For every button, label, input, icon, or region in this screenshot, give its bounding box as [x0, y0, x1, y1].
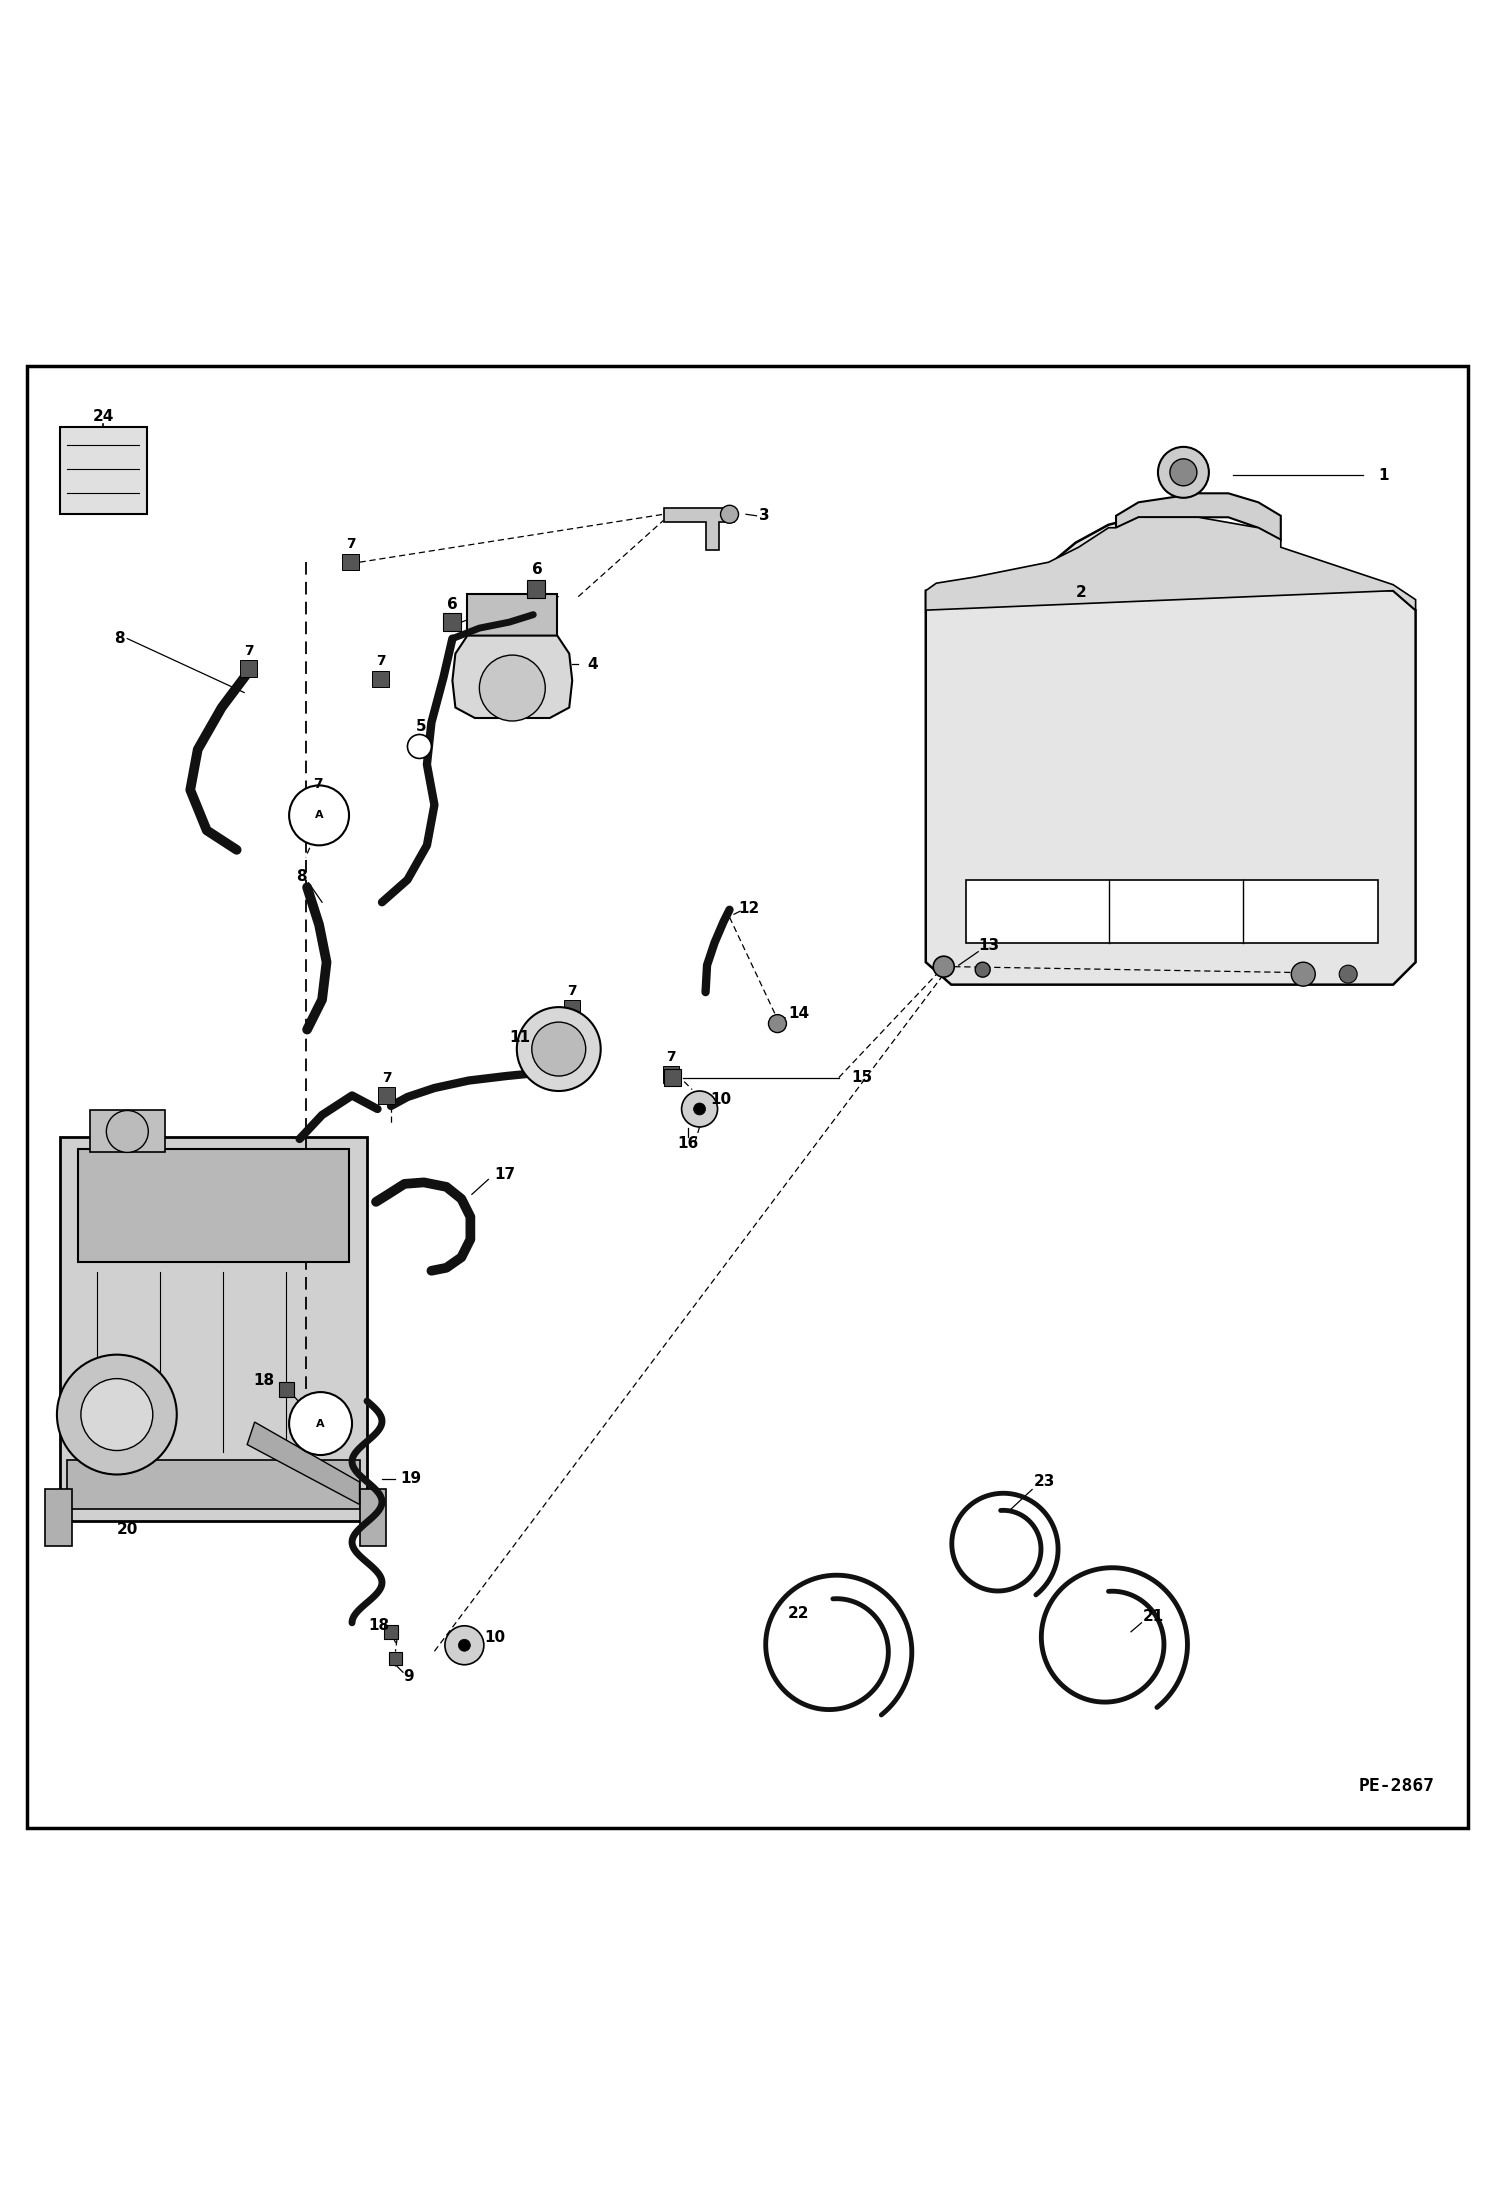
Polygon shape [926, 518, 1416, 610]
Text: 7: 7 [568, 983, 577, 998]
Text: 10: 10 [710, 1093, 731, 1108]
Polygon shape [1116, 494, 1281, 540]
Circle shape [81, 1378, 153, 1450]
Bar [662, 1066, 680, 1084]
Bar [309, 794, 327, 810]
Bar [377, 1088, 395, 1104]
Circle shape [517, 1007, 601, 1090]
Circle shape [1291, 963, 1315, 985]
Text: 7: 7 [244, 643, 253, 658]
Text: 12: 12 [739, 902, 759, 915]
Bar [60, 1136, 367, 1520]
Circle shape [445, 1626, 484, 1665]
Polygon shape [452, 636, 572, 717]
Text: 23: 23 [1034, 1474, 1055, 1490]
Text: PE-2867: PE-2867 [1359, 1777, 1435, 1795]
Circle shape [407, 735, 431, 759]
Bar [389, 1652, 401, 1665]
Bar [45, 1490, 72, 1547]
Circle shape [479, 656, 545, 722]
Bar [78, 1150, 349, 1262]
Bar [372, 671, 389, 687]
Polygon shape [247, 1422, 360, 1505]
Text: 18: 18 [253, 1373, 274, 1387]
Text: 15: 15 [851, 1071, 872, 1086]
Text: 19: 19 [400, 1472, 421, 1488]
Text: 8: 8 [114, 632, 124, 645]
Bar [467, 595, 557, 636]
Text: 4: 4 [587, 656, 598, 671]
Text: 8: 8 [297, 869, 307, 884]
Bar [443, 612, 461, 632]
Text: 20: 20 [117, 1523, 138, 1538]
Bar [665, 1068, 682, 1086]
Text: 21: 21 [1143, 1610, 1164, 1624]
Circle shape [57, 1354, 177, 1474]
Text: 3: 3 [759, 509, 770, 524]
Text: 17: 17 [494, 1167, 515, 1183]
Circle shape [694, 1104, 706, 1115]
Circle shape [106, 1110, 148, 1152]
Circle shape [768, 1014, 786, 1033]
Circle shape [721, 505, 739, 522]
Bar [383, 1626, 398, 1639]
Circle shape [1170, 459, 1197, 485]
Text: 6: 6 [446, 597, 458, 612]
Circle shape [458, 1639, 470, 1652]
Circle shape [1158, 448, 1209, 498]
Circle shape [532, 1022, 586, 1075]
Text: 13: 13 [978, 939, 999, 952]
Text: 22: 22 [788, 1606, 809, 1621]
Text: 7: 7 [376, 654, 385, 669]
Text: 6: 6 [532, 562, 544, 577]
Text: 9: 9 [403, 1670, 413, 1685]
Text: 18: 18 [369, 1619, 389, 1632]
Circle shape [933, 957, 954, 976]
Polygon shape [926, 518, 1416, 985]
Circle shape [682, 1090, 718, 1128]
Bar [67, 1459, 360, 1509]
Text: 7: 7 [667, 1049, 676, 1064]
Text: 1: 1 [1378, 467, 1389, 483]
Text: 2: 2 [1076, 584, 1086, 599]
Text: 10: 10 [484, 1630, 505, 1646]
Circle shape [289, 785, 349, 845]
Polygon shape [664, 509, 734, 551]
Text: 7: 7 [346, 538, 355, 551]
Circle shape [975, 963, 990, 976]
Text: 16: 16 [677, 1136, 698, 1152]
Bar [966, 880, 1378, 943]
Bar [563, 1000, 581, 1016]
Bar [240, 660, 258, 676]
Text: 5: 5 [415, 720, 427, 735]
Bar [360, 1490, 386, 1547]
Bar [527, 579, 545, 599]
Bar [90, 1110, 165, 1152]
Circle shape [1339, 965, 1357, 983]
Circle shape [289, 1393, 352, 1455]
Bar [342, 553, 360, 570]
Bar [279, 1382, 294, 1398]
Text: 7: 7 [313, 777, 322, 790]
Text: 24: 24 [93, 410, 114, 423]
Text: A: A [315, 810, 324, 821]
Text: 11: 11 [509, 1029, 530, 1044]
Text: A: A [316, 1420, 325, 1428]
Bar [60, 428, 147, 513]
Text: 7: 7 [382, 1071, 391, 1084]
Text: 14: 14 [788, 1005, 809, 1020]
